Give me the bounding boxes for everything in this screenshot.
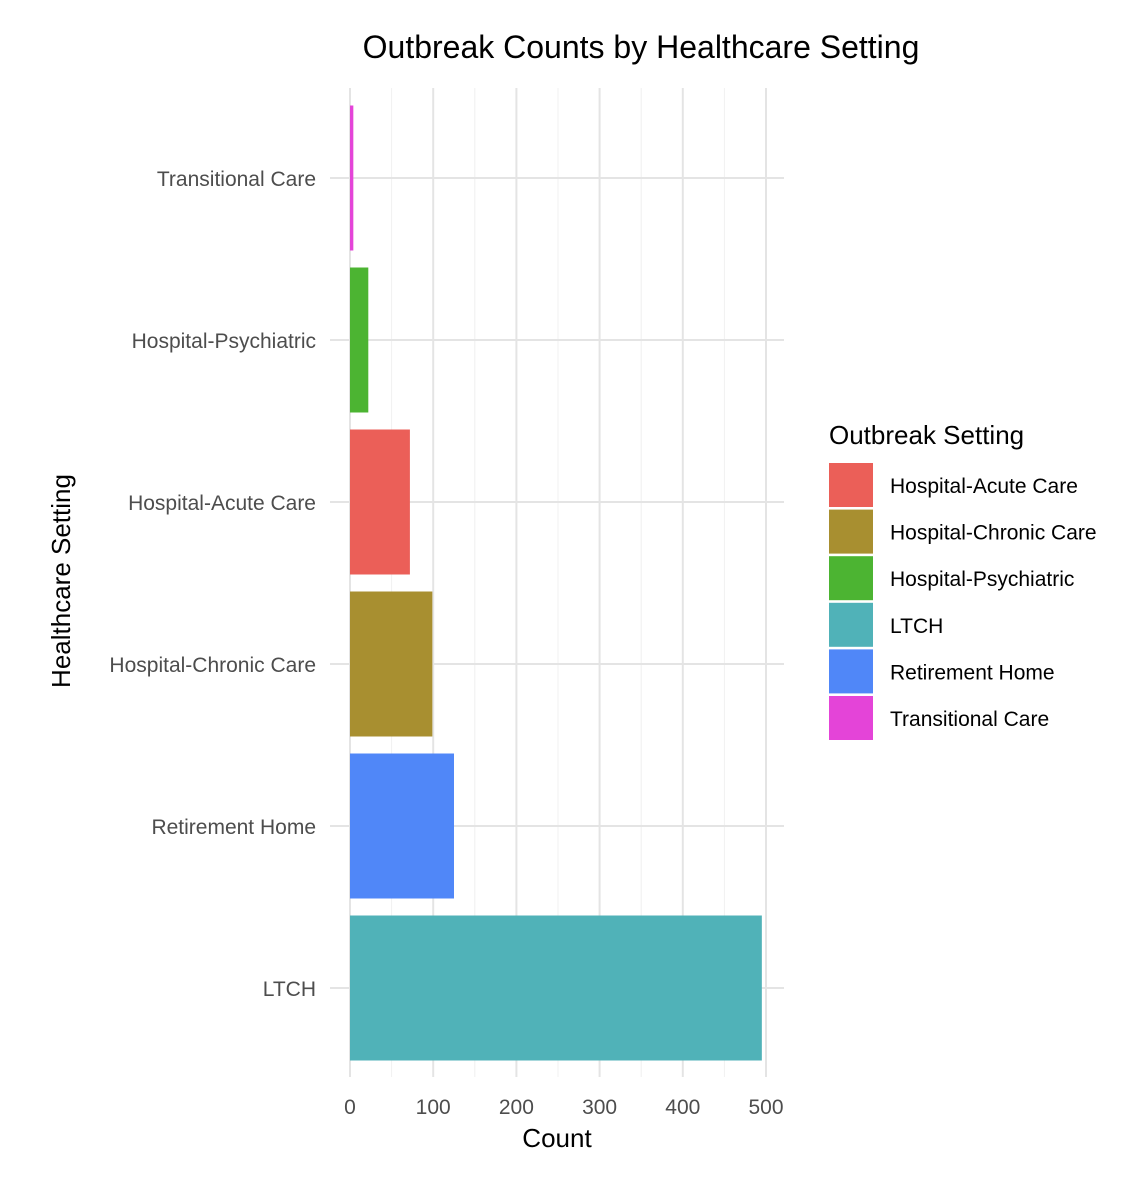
y-tick-label: LTCH bbox=[263, 978, 316, 1001]
x-tick-label: 0 bbox=[344, 1096, 356, 1119]
legend-key bbox=[829, 509, 873, 554]
bar-layer bbox=[350, 105, 762, 1061]
legend-key bbox=[829, 463, 873, 507]
y-tick-label: Hospital-Chronic Care bbox=[109, 654, 316, 677]
x-tick-label: 500 bbox=[748, 1096, 783, 1119]
y-tick-label: Hospital-Psychiatric bbox=[132, 330, 316, 353]
legend-key bbox=[829, 602, 873, 647]
legend-label: Hospital-Chronic Care bbox=[890, 522, 1097, 545]
legend-label: Retirement Home bbox=[890, 661, 1055, 684]
y-tick-labels: Transitional Care Hospital-Psychiatric Hos… bbox=[109, 168, 316, 1001]
x-tick-labels: 0 100 200 300 400 500 bbox=[344, 1096, 783, 1119]
x-tick-label: 400 bbox=[665, 1096, 700, 1119]
y-axis-label: Healthcare Setting bbox=[46, 474, 76, 688]
bar-ltch bbox=[350, 915, 762, 1061]
x-axis-label: Count bbox=[522, 1123, 592, 1153]
x-tick-label: 200 bbox=[499, 1096, 534, 1119]
legend-label: LTCH bbox=[890, 615, 943, 638]
y-tick-label: Hospital-Acute Care bbox=[128, 492, 316, 515]
legend: Outbreak Setting Hospital-Acute CareHosp… bbox=[829, 420, 1097, 740]
x-tick-label: 100 bbox=[416, 1096, 451, 1119]
grid-layer bbox=[330, 88, 784, 1077]
bar-transitional-care bbox=[350, 105, 354, 251]
x-tick-label: 300 bbox=[582, 1096, 617, 1119]
bar-retirement-home bbox=[350, 753, 454, 899]
legend-label: Hospital-Acute Care bbox=[890, 475, 1078, 498]
y-tick-label: Transitional Care bbox=[157, 168, 316, 191]
y-tick-label: Retirement Home bbox=[151, 816, 316, 839]
bar-hospital-chronic-care bbox=[350, 591, 433, 737]
legend-label: Hospital-Psychiatric bbox=[890, 568, 1074, 591]
legend-items: Hospital-Acute Care Hospital-Chronic Care… bbox=[829, 463, 1097, 740]
chart-title: Outbreak Counts by Healthcare Setting bbox=[363, 29, 920, 65]
bar-hospital-acute-care bbox=[350, 429, 410, 575]
legend-label: Transitional Care bbox=[890, 708, 1049, 731]
legend-title: Outbreak Setting bbox=[829, 420, 1024, 450]
legend-key bbox=[829, 556, 873, 601]
bar-hospital-psychiatric bbox=[350, 267, 369, 413]
legend-key bbox=[829, 696, 873, 740]
legend-key bbox=[829, 649, 873, 694]
